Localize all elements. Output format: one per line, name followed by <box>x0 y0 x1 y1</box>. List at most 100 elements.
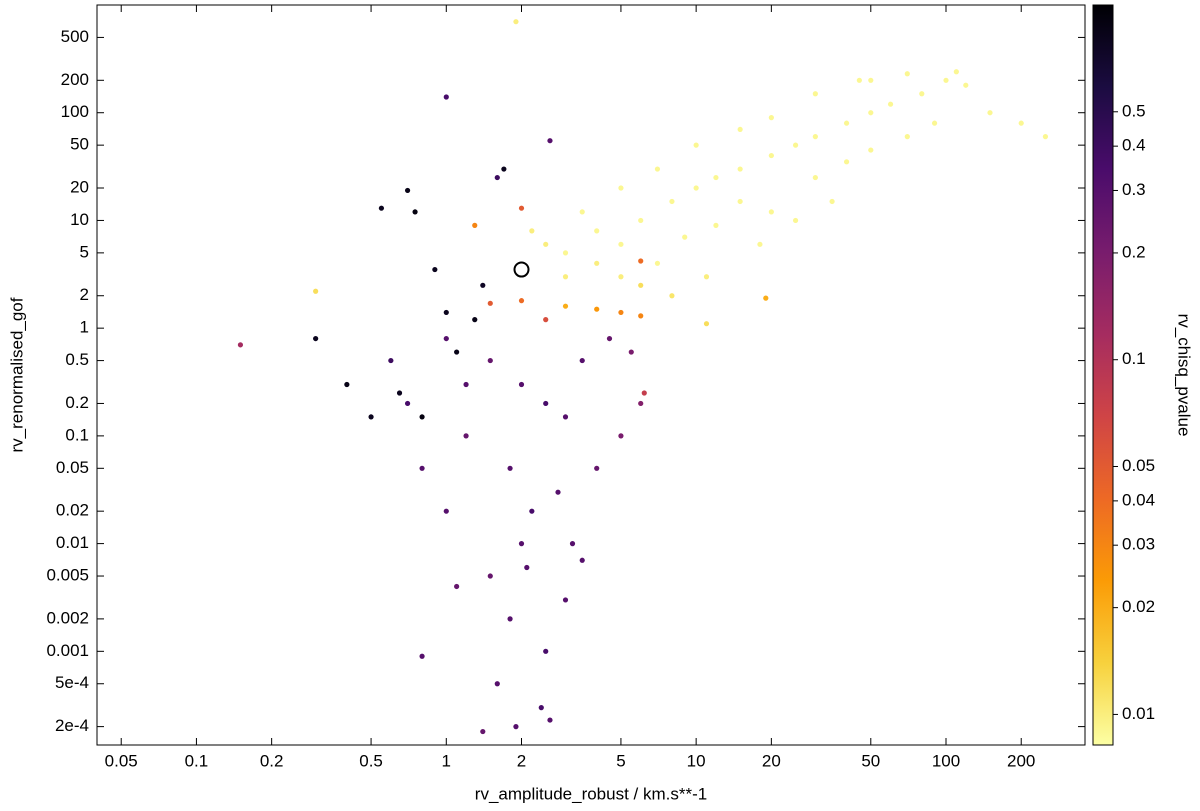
point <box>443 94 449 100</box>
x-tick-label: 0.1 <box>185 751 209 770</box>
point <box>654 260 661 266</box>
point <box>579 209 585 215</box>
y-tick-label: 0.1 <box>65 425 89 444</box>
point <box>487 573 493 579</box>
point <box>812 91 818 97</box>
y-tick-label: 200 <box>61 70 89 89</box>
point <box>555 489 561 495</box>
point <box>693 142 699 148</box>
y-axis-label: rv_renormalised_gof <box>7 297 26 452</box>
point <box>419 414 425 420</box>
point <box>757 241 763 247</box>
point <box>378 205 385 211</box>
point <box>987 110 993 116</box>
y-tick-label: 0.2 <box>65 393 89 412</box>
point <box>768 152 774 159</box>
point <box>463 433 469 439</box>
point <box>606 335 613 342</box>
point <box>579 557 585 563</box>
point <box>454 583 460 590</box>
point <box>638 313 644 319</box>
point <box>843 120 850 126</box>
point <box>703 274 710 280</box>
point <box>579 357 585 364</box>
point <box>943 77 949 83</box>
point <box>792 142 799 148</box>
point <box>419 465 425 471</box>
colorbar-tick-label: 0.1 <box>1122 349 1146 368</box>
point <box>703 321 710 327</box>
point <box>638 258 644 264</box>
point <box>463 381 469 388</box>
point <box>518 298 525 304</box>
y-tick-label: 5 <box>80 242 89 261</box>
point <box>501 166 507 172</box>
y-tick-label: 2 <box>80 285 89 304</box>
point <box>454 349 460 355</box>
point <box>594 260 600 266</box>
point <box>792 217 799 224</box>
point <box>472 222 478 228</box>
points <box>237 19 1049 735</box>
point <box>432 266 438 273</box>
point <box>443 309 449 316</box>
x-axis-label: rv_amplitude_robust / km.s**-1 <box>475 784 707 803</box>
point <box>368 414 374 420</box>
colorbar-tick-label: 0.02 <box>1122 597 1155 616</box>
x-tick-label: 50 <box>861 751 880 770</box>
point <box>654 166 661 172</box>
point <box>480 282 486 288</box>
point <box>628 349 634 355</box>
point <box>518 540 525 547</box>
point <box>518 381 525 388</box>
point <box>618 433 624 439</box>
point <box>443 508 449 514</box>
point <box>472 317 478 323</box>
y-tick-label: 1 <box>80 318 89 337</box>
point <box>547 717 553 723</box>
point <box>313 335 319 342</box>
point <box>868 110 874 116</box>
x-tick-label: 0.5 <box>359 751 383 770</box>
colorbar-tick-label: 0.3 <box>1122 180 1146 199</box>
point <box>682 234 688 240</box>
point <box>443 335 449 342</box>
x-tick-label: 1 <box>442 751 451 770</box>
x-tick-label: 5 <box>616 751 625 770</box>
point <box>856 77 862 83</box>
point <box>638 217 644 224</box>
point <box>669 198 675 205</box>
point <box>904 71 910 77</box>
point <box>507 616 513 622</box>
point <box>480 728 486 735</box>
point <box>638 282 644 288</box>
point <box>562 274 569 280</box>
point <box>594 306 600 312</box>
point <box>547 138 553 144</box>
point <box>569 540 576 547</box>
colorbar-tick-label: 0.4 <box>1122 136 1146 155</box>
y-tick-label: 0.001 <box>46 641 89 660</box>
point <box>618 274 624 280</box>
point <box>763 295 769 301</box>
point <box>693 185 699 191</box>
y-tick-label: 500 <box>61 27 89 46</box>
y-tick-label: 0.01 <box>56 533 89 552</box>
point <box>618 185 624 191</box>
point <box>494 681 500 687</box>
colorbar-tick-label: 0.5 <box>1122 101 1146 120</box>
point <box>487 300 493 306</box>
point <box>412 209 418 215</box>
point <box>313 288 319 294</box>
point <box>529 508 535 514</box>
x-tick-label: 0.2 <box>260 751 284 770</box>
point <box>388 357 394 364</box>
x-tick-label: 10 <box>687 751 706 770</box>
point <box>513 19 519 25</box>
y-tick-label: 2e-4 <box>55 716 89 735</box>
point <box>344 381 350 388</box>
point <box>904 134 910 140</box>
point <box>868 147 874 153</box>
y-tick-label: 0.005 <box>46 566 89 585</box>
point <box>529 228 535 234</box>
